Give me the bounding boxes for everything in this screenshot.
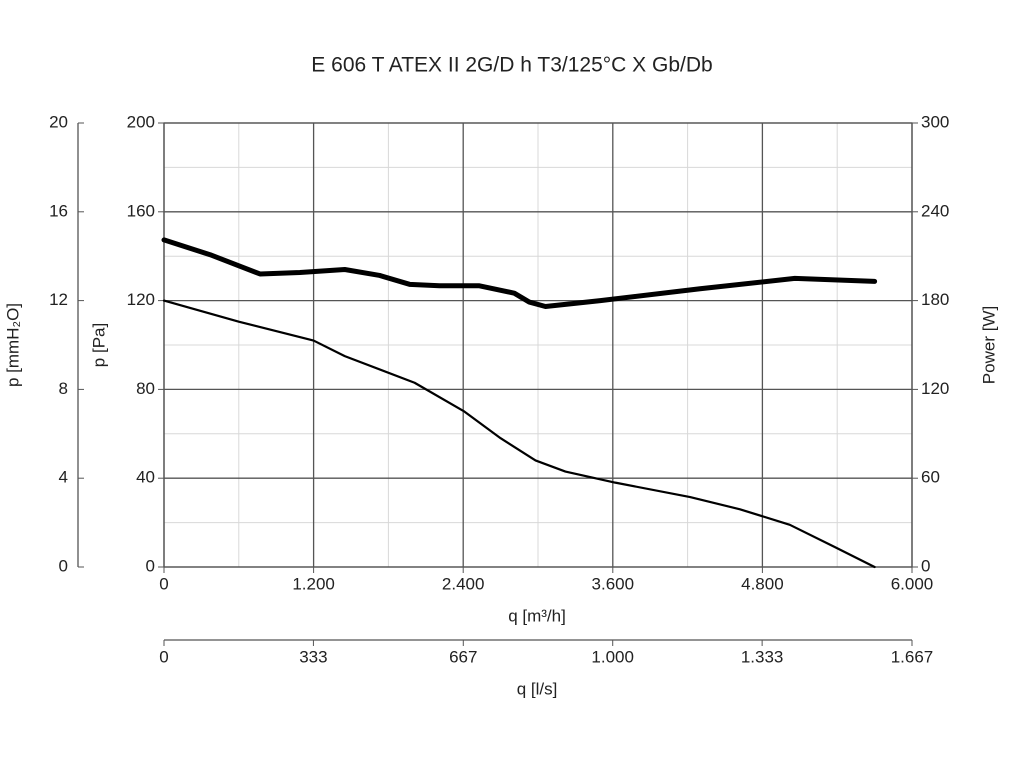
y3-tick-label: 16 (49, 201, 68, 220)
x2-tick-label: 1.667 (891, 647, 934, 666)
y3-tick-label: 0 (59, 556, 68, 575)
y3-axis-label: p [mmH₂O] (3, 303, 22, 387)
y2-tick-label: 120 (921, 379, 949, 398)
y3-tick-label: 8 (59, 379, 68, 398)
x2-tick-label: 0 (159, 647, 168, 666)
data-line (161, 237, 878, 310)
x-tick-label: 3.600 (592, 574, 635, 593)
data-line (162, 299, 876, 569)
y-axis-label: p [Pa] (89, 323, 108, 367)
x-tick-label: 6.000 (891, 574, 934, 593)
x-tick-label: 2.400 (442, 574, 485, 593)
x2-tick-label: 1.333 (741, 647, 784, 666)
y-tick-label: 0 (146, 556, 155, 575)
y3-tick-label: 12 (49, 290, 68, 309)
y3-tick-label: 20 (49, 112, 68, 131)
y-tick-label: 120 (127, 290, 155, 309)
plot-frame (163, 122, 913, 568)
x2-tick-label: 333 (299, 647, 327, 666)
y2-axis-label: Power [W] (979, 306, 998, 384)
chart-title: E 606 T ATEX II 2G/D h T3/125°C X Gb/Db (311, 54, 712, 77)
y2-tick-label: 60 (921, 468, 940, 487)
x2-axis-label: q [l/s] (517, 679, 558, 698)
y2-tick-label: 0 (921, 556, 930, 575)
y-tick-label: 160 (127, 201, 155, 220)
y-tick-label: 40 (136, 468, 155, 487)
y2-tick-label: 240 (921, 201, 949, 220)
x-axis-label: q [m³/h] (508, 606, 566, 625)
x2-tick-label: 1.000 (591, 647, 634, 666)
y2-tick-label: 180 (921, 290, 949, 309)
x-tick-label: 1.200 (292, 574, 335, 593)
y2-tick-label: 300 (921, 112, 949, 131)
x-tick-label: 4.800 (741, 574, 784, 593)
y-tick-label: 200 (127, 112, 155, 131)
y3-tick-label: 4 (59, 468, 68, 487)
y-tick-label: 80 (136, 379, 155, 398)
x-tick-label: 0 (159, 574, 168, 593)
x2-tick-label: 667 (449, 647, 477, 666)
